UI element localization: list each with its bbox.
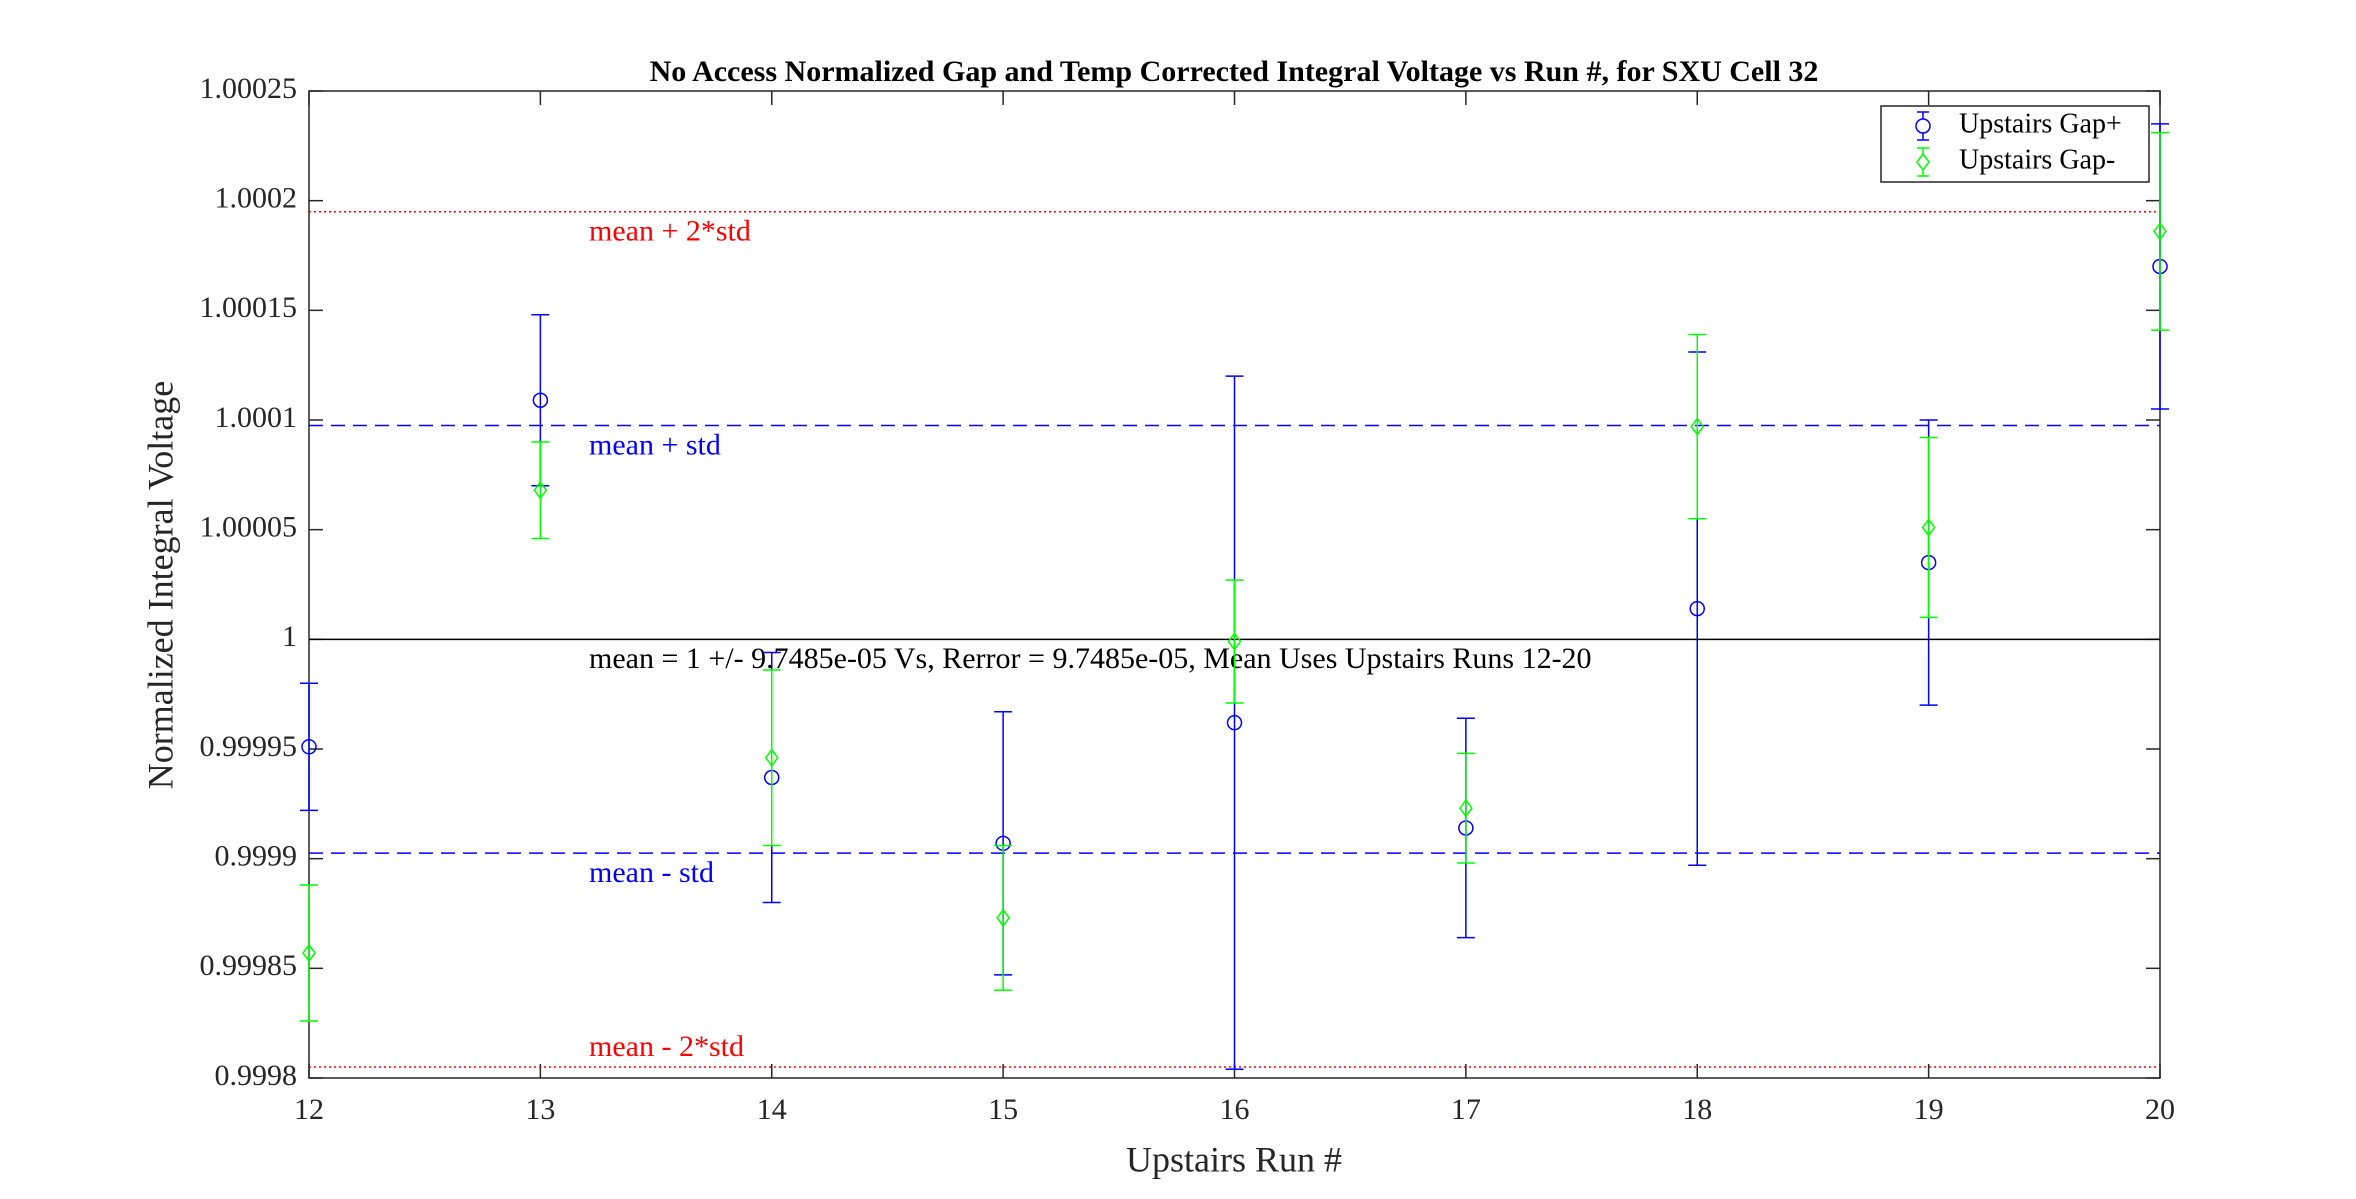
x-tick-label: 19 — [1914, 1093, 1944, 1126]
y-tick-label: 1.0002 — [215, 182, 298, 215]
marker — [1458, 798, 1473, 818]
marker — [2153, 222, 2167, 241]
y-tick-label: 1 — [282, 620, 297, 653]
error-bar — [300, 884, 318, 1022]
marker — [764, 748, 779, 768]
marker — [996, 908, 1011, 928]
marker — [1227, 632, 1242, 651]
y-tick-label: 0.9998 — [215, 1059, 298, 1092]
error-bar — [1919, 436, 1938, 619]
error-bar — [1225, 375, 1244, 1070]
error-bar — [531, 441, 550, 540]
error-bar — [994, 844, 1013, 992]
error-bar — [1456, 752, 1475, 864]
error-bar — [762, 669, 781, 847]
reference-label: mean - 2*std — [589, 1030, 744, 1063]
legend — [1880, 105, 2150, 183]
x-tick-label: 13 — [525, 1093, 555, 1126]
marker — [1690, 417, 1705, 436]
legend-marker — [1916, 152, 1930, 172]
y-tick-label: 0.99985 — [200, 949, 298, 982]
y-tick-label: 1.00025 — [200, 72, 298, 105]
x-tick-label: 17 — [1451, 1093, 1481, 1126]
x-tick-label: 15 — [988, 1093, 1018, 1126]
error-bar — [300, 682, 318, 812]
legend-label: Upstairs Gap- — [1959, 144, 2115, 175]
chart-title: No Access Normalized Gap and Temp Correc… — [650, 55, 1819, 88]
x-tick-label: 14 — [757, 1093, 787, 1126]
y-tick-label: 1.00005 — [200, 511, 298, 544]
y-tick-label: 1.00015 — [200, 291, 298, 324]
y-axis-label: Normalized Integral Voltage — [140, 381, 180, 790]
marker — [532, 392, 549, 409]
x-tick-label: 12 — [294, 1093, 324, 1126]
marker — [1226, 714, 1243, 731]
error-bar — [1225, 579, 1244, 704]
marker — [1921, 518, 1936, 537]
y-tick-label: 0.9999 — [215, 840, 298, 873]
x-tick-label: 16 — [1220, 1093, 1250, 1126]
reference-label: mean - std — [589, 856, 714, 889]
legend-marker — [1915, 118, 1931, 134]
y-tick-label: 1.0001 — [215, 401, 298, 434]
error-bar — [1688, 333, 1707, 520]
marker — [301, 739, 317, 755]
x-axis-label: Upstairs Run # — [1126, 1139, 1342, 1179]
x-tick-label: 18 — [1682, 1093, 1712, 1126]
legend-label: Upstairs Gap+ — [1959, 108, 2122, 139]
marker — [533, 480, 548, 500]
marker — [302, 943, 316, 963]
error-bar — [2151, 131, 2169, 331]
reference-label: mean + 2*std — [589, 215, 751, 248]
reference-label: mean = 1 +/- 9.7485e-05 Vs, Rerror = 9.7… — [589, 642, 1592, 675]
reference-label: mean + std — [589, 428, 721, 461]
x-tick-label: 20 — [2145, 1093, 2175, 1126]
y-tick-label: 0.99995 — [200, 730, 298, 763]
marker — [1689, 600, 1705, 617]
